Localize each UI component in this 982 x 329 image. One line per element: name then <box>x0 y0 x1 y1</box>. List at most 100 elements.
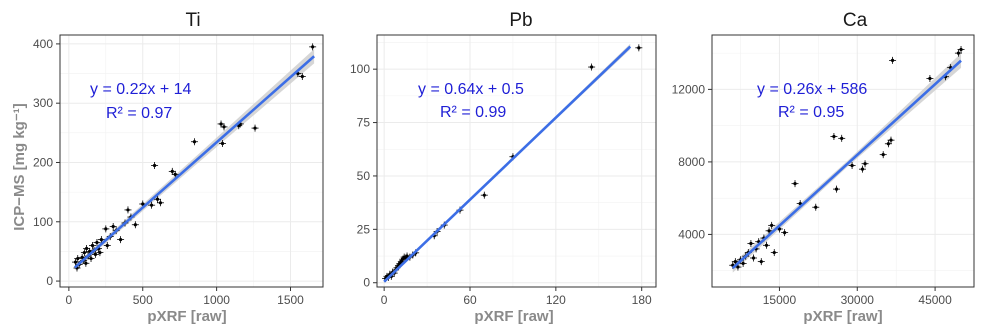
data-point-ti <box>151 161 159 169</box>
data-point-ca <box>812 203 820 211</box>
x-tick-label-pb: 120 <box>546 293 566 307</box>
fit-line-ca <box>731 59 962 269</box>
y-tick-label-pb: 50 <box>357 169 371 183</box>
panel-title-ti: Ti <box>185 10 200 31</box>
x-axis-label-pb: pXRF [raw] <box>474 308 553 325</box>
grid-ca <box>712 35 974 287</box>
data-point-ti <box>190 138 198 146</box>
data-point-ca <box>791 180 799 188</box>
x-axis-label-ca: pXRF [raw] <box>803 308 882 325</box>
data-point-pb <box>588 63 596 71</box>
fit-line-pb <box>383 45 632 283</box>
fit-line-path-ca <box>731 59 962 269</box>
x-tick-label-ca: 45000 <box>918 293 952 307</box>
x-ticks-ca: 15000 30000 45000 <box>763 287 952 307</box>
data-point-ti <box>82 259 90 267</box>
data-point-ca <box>768 221 776 229</box>
data-point-ti <box>96 249 104 257</box>
data-point-ti <box>171 170 179 178</box>
data-point-ti <box>72 258 80 266</box>
data-point-ti <box>220 123 228 131</box>
data-point-ca <box>858 165 866 173</box>
data-point-ca <box>838 134 846 142</box>
y-tick-label-pb: 75 <box>357 116 371 130</box>
data-point-pb <box>635 44 643 52</box>
x-tick-label-ca: 30000 <box>841 293 875 307</box>
data-point-ca <box>954 49 962 57</box>
data-point-ti <box>131 221 139 229</box>
y-tick-label-ti: 400 <box>33 37 53 51</box>
data-point-ti <box>168 167 176 175</box>
data-point-ca <box>926 75 934 83</box>
data-point-ca <box>762 241 770 249</box>
fit-line-path-ti <box>73 55 315 269</box>
data-point-ca <box>781 229 789 237</box>
y-ticks-ca: 4000 8000 12000 <box>672 82 712 241</box>
y-ticks-ti: 0 100 200 300 400 <box>33 37 60 288</box>
data-point-ti <box>80 249 88 257</box>
data-point-ca <box>750 254 758 262</box>
r-squared-ti: R² = 0.97 <box>106 105 172 122</box>
x-axis-label-ti: pXRF [raw] <box>147 308 226 325</box>
x-ticks-pb: 0 60 120 180 <box>381 287 652 307</box>
r-squared-ca: R² = 0.95 <box>778 104 844 121</box>
fit-line-path-pb <box>383 45 632 283</box>
data-point-ca <box>887 136 895 144</box>
data-point-ti <box>309 43 317 51</box>
data-point-ca <box>889 56 897 64</box>
x-tick-label-pb: 180 <box>632 293 652 307</box>
data-point-ti <box>93 239 101 247</box>
y-axis-label: ICP−MS [mg kg⁻¹] <box>11 103 28 231</box>
r-squared-pb: R² = 0.99 <box>440 104 506 121</box>
data-point-ca <box>830 133 838 141</box>
x-tick-label-ti: 500 <box>133 293 153 307</box>
x-ticks-ti: 0 500 1000 1500 <box>66 287 304 307</box>
data-point-ti <box>298 73 306 81</box>
y-tick-label-ca: 12000 <box>672 82 706 96</box>
data-point-ti <box>87 255 95 263</box>
x-tick-label-ca: 15000 <box>763 293 797 307</box>
panel-title-ca: Ca <box>843 10 868 31</box>
equation-ca: y = 0.26x + 586 <box>757 81 867 98</box>
data-point-ti <box>251 124 259 132</box>
data-point-ti <box>103 241 111 249</box>
x-tick-label-ti: 1500 <box>277 293 304 307</box>
x-tick-label-ti: 1000 <box>203 293 230 307</box>
y-tick-label-ca: 4000 <box>678 227 705 241</box>
panel-ti: Ti 0 500 1000 1500 0 100 200 300 400 y = 0.22x … <box>33 10 324 325</box>
data-point-ti <box>74 255 82 263</box>
data-point-ti <box>89 241 97 249</box>
data-point-ca <box>879 151 887 159</box>
data-point-ti <box>97 236 105 244</box>
panel-border-pb <box>376 34 657 288</box>
x-tick-label-pb: 0 <box>381 293 388 307</box>
y-tick-label-ti: 100 <box>33 215 53 229</box>
data-point-ca <box>957 46 965 54</box>
data-point-ca <box>770 249 778 257</box>
equation-ti: y = 0.22x + 14 <box>90 81 192 98</box>
data-point-ti <box>102 225 110 233</box>
data-point-ti <box>156 199 164 207</box>
fit-line-ti <box>73 55 315 269</box>
data-point-ca <box>848 162 856 170</box>
data-point-ti <box>91 250 99 258</box>
equation-pb: y = 0.64x + 0.5 <box>418 81 524 98</box>
data-point-ti <box>117 236 125 244</box>
y-tick-label-ti: 300 <box>33 96 53 110</box>
y-tick-label-ca: 8000 <box>678 155 705 169</box>
data-point-ti <box>124 206 132 214</box>
y-tick-label-pb: 100 <box>350 62 370 76</box>
data-point-ca <box>739 259 747 267</box>
data-point-ti <box>219 140 227 148</box>
data-point-ti <box>83 244 91 252</box>
y-tick-label-pb: 0 <box>363 276 370 290</box>
data-point-ti <box>148 201 156 209</box>
y-tick-label-ti: 0 <box>46 274 53 288</box>
x-tick-label-pb: 60 <box>463 293 477 307</box>
y-tick-label-pb: 25 <box>357 222 371 236</box>
data-point-ca <box>861 160 869 168</box>
panel-title-pb: Pb <box>509 10 532 31</box>
panel-border-ca <box>711 34 975 288</box>
